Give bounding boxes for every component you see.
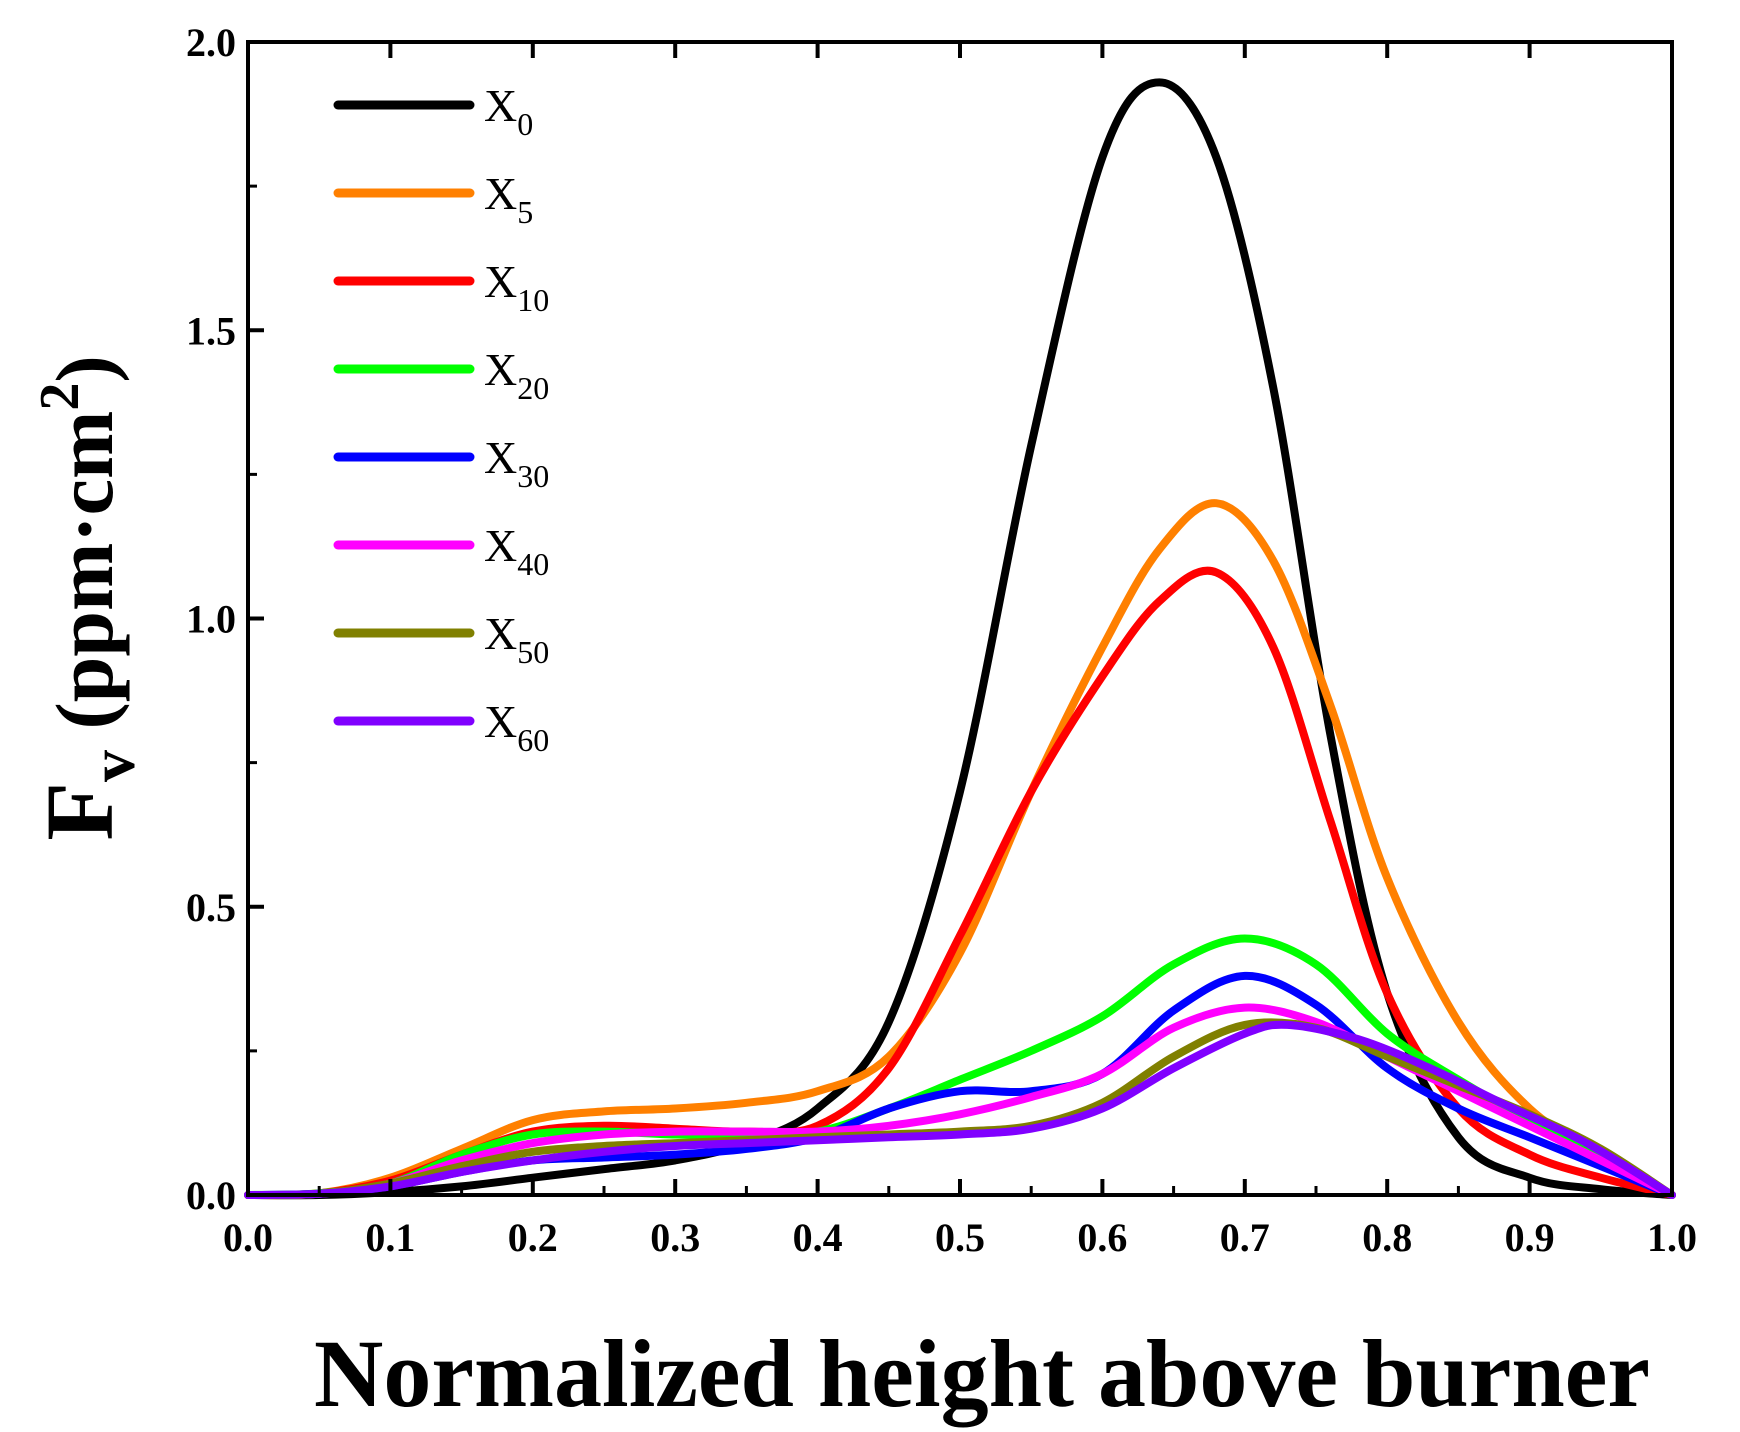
x-tick-label: 0.7 xyxy=(1220,1215,1270,1260)
x-tick-label: 0.8 xyxy=(1362,1215,1412,1260)
legend-label: X20 xyxy=(484,344,549,406)
legend-entry-x20: X20 xyxy=(333,344,549,406)
x-axis-title: Normalized height above burner xyxy=(314,1320,1650,1427)
y-axis-title-sup: 2 xyxy=(29,383,91,411)
legend-label: X0 xyxy=(484,80,533,142)
legend-entry-x0: X0 xyxy=(333,80,533,142)
y-axis-title-main: F xyxy=(26,782,133,841)
y-axis-title-units: (ppm·cm xyxy=(39,411,130,750)
legend-label: X10 xyxy=(484,256,549,318)
y-axis-title-close: ) xyxy=(39,355,130,382)
x-tick-label: 0.1 xyxy=(365,1215,415,1260)
x-tick-label: 0.6 xyxy=(1077,1215,1127,1260)
legend-label: X30 xyxy=(484,432,549,494)
y-tick-label: 0.5 xyxy=(186,885,236,930)
y-axis-title: Fv (ppm·cm2) xyxy=(26,355,148,840)
x-tick-label: 0.5 xyxy=(935,1215,985,1260)
legend-entry-x5: X5 xyxy=(333,168,533,230)
svg-text:Fv (ppm·cm2): Fv (ppm·cm2) xyxy=(26,355,148,840)
x-tick-label: 0.9 xyxy=(1505,1215,1555,1260)
x-tick-label: 1.0 xyxy=(1647,1215,1697,1260)
x-tick-label: 0.0 xyxy=(223,1215,273,1260)
legend-label: X5 xyxy=(484,168,533,230)
legend-label: X50 xyxy=(484,608,549,670)
series-line-x60 xyxy=(244,1020,1676,1199)
y-tick-label: 1.5 xyxy=(186,308,236,353)
y-axis-title-sub: v xyxy=(77,750,148,782)
x-tick-label: 0.3 xyxy=(650,1215,700,1260)
series-layer xyxy=(244,78,1676,1200)
legend: X0 X5 X10 X20 X30 X40 X50 X60 xyxy=(333,80,549,758)
legend-entry-x10: X10 xyxy=(333,256,549,318)
y-tick-label: 0.0 xyxy=(186,1173,236,1218)
y-tick-label: 2.0 xyxy=(186,20,236,65)
y-tick-label: 1.0 xyxy=(186,597,236,642)
legend-entry-x50: X50 xyxy=(333,608,549,670)
axes-layer: 0.0 0.1 0.2 0.3 0.4 0.5 0.6 0.7 0.8 0.9 1.0 0.0 0.5 1… xyxy=(186,20,1697,1260)
x-tick-label: 0.4 xyxy=(793,1215,843,1260)
legend-entry-x60: X60 xyxy=(333,696,549,758)
legend-label: X40 xyxy=(484,520,549,582)
legend-entry-x40: X40 xyxy=(333,520,549,582)
x-tick-label: 0.2 xyxy=(508,1215,558,1260)
legend-label: X60 xyxy=(484,696,549,758)
legend-entry-x30: X30 xyxy=(333,432,549,494)
